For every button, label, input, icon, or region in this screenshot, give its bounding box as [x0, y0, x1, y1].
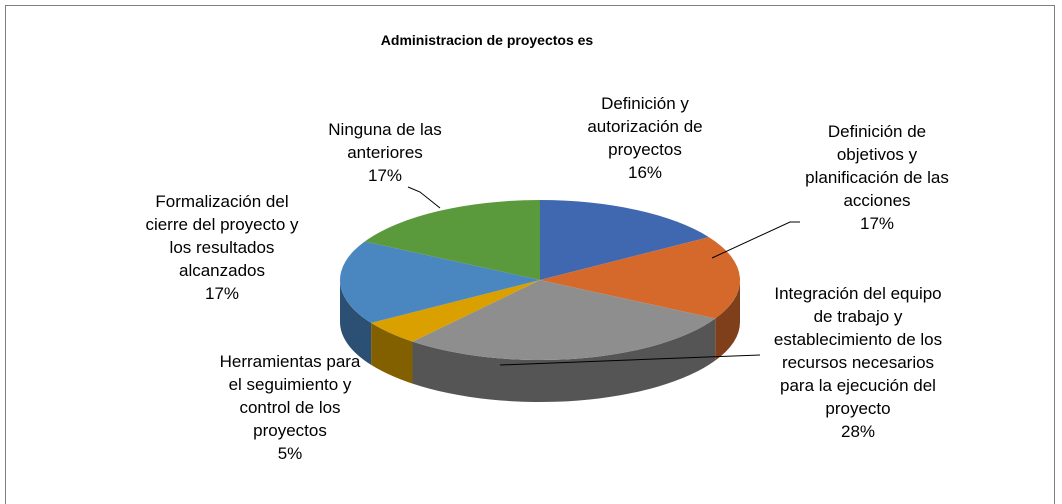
pie-slice-side	[715, 280, 740, 361]
pie-slice	[540, 200, 709, 280]
chart-title: Administracion de proyectos es	[380, 32, 594, 48]
data-label: Formalización del cierre del proyecto y …	[143, 190, 301, 305]
category-label: Integración del equipo de trabajo y esta…	[773, 284, 943, 418]
pie-slice	[371, 280, 540, 342]
pie-walls	[340, 280, 740, 402]
value-label: 28%	[840, 422, 876, 441]
category-label: Formalización del cierre del proyecto y …	[145, 192, 299, 280]
pie-slice-side	[340, 280, 372, 365]
category-label: Definición y autorización de proyectos	[587, 94, 703, 159]
leader-line	[499, 354, 761, 366]
value-label: 17%	[859, 214, 895, 233]
value-label: 17%	[204, 284, 240, 303]
value-label: 5%	[277, 444, 303, 463]
pie-slice	[364, 200, 540, 280]
data-label: Definición de objetivos y planificación …	[805, 120, 950, 235]
pie-slice	[540, 237, 741, 319]
value-label: 16%	[627, 163, 663, 182]
pie-slice-side	[412, 318, 716, 402]
data-label: Integración del equipo de trabajo y esta…	[773, 282, 943, 443]
pie-slice	[340, 241, 540, 323]
pie-slice	[412, 280, 716, 360]
category-label: Herramientas para el seguimiento y contr…	[219, 352, 361, 440]
data-label: Ninguna de las anteriores 17%	[327, 118, 443, 187]
pie-slice-side	[371, 322, 413, 384]
leader-line	[407, 186, 441, 209]
data-label: Definición y autorización de proyectos 16…	[578, 92, 713, 184]
category-label: Definición de objetivos y planificación …	[805, 122, 949, 210]
data-label: Herramientas para el seguimiento y contr…	[213, 350, 368, 465]
value-label: 17%	[367, 166, 403, 185]
leader-line	[711, 221, 800, 259]
leader-lines	[407, 186, 800, 366]
category-label: Ninguna de las anteriores	[328, 120, 442, 162]
chart-frame	[5, 5, 1055, 504]
pie-tops	[340, 200, 741, 360]
